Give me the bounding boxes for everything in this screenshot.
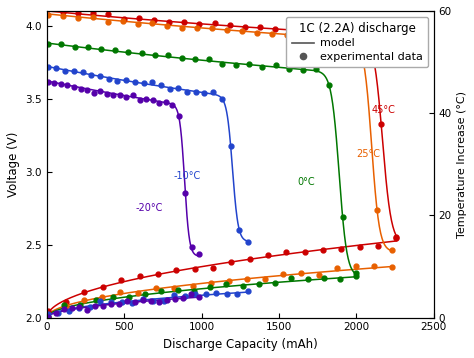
Y-axis label: Voltage (V): Voltage (V) <box>7 132 20 197</box>
Y-axis label: Temperature Increase (°C): Temperature Increase (°C) <box>457 91 467 238</box>
Text: 45°C: 45°C <box>372 105 395 115</box>
Text: -10°C: -10°C <box>174 171 201 181</box>
Legend: model, experimental data: model, experimental data <box>286 16 428 67</box>
Text: 0°C: 0°C <box>298 177 315 187</box>
Text: -20°C: -20°C <box>135 203 163 213</box>
X-axis label: Discharge Capacity (mAh): Discharge Capacity (mAh) <box>163 338 318 351</box>
Text: 25°C: 25°C <box>356 149 380 159</box>
